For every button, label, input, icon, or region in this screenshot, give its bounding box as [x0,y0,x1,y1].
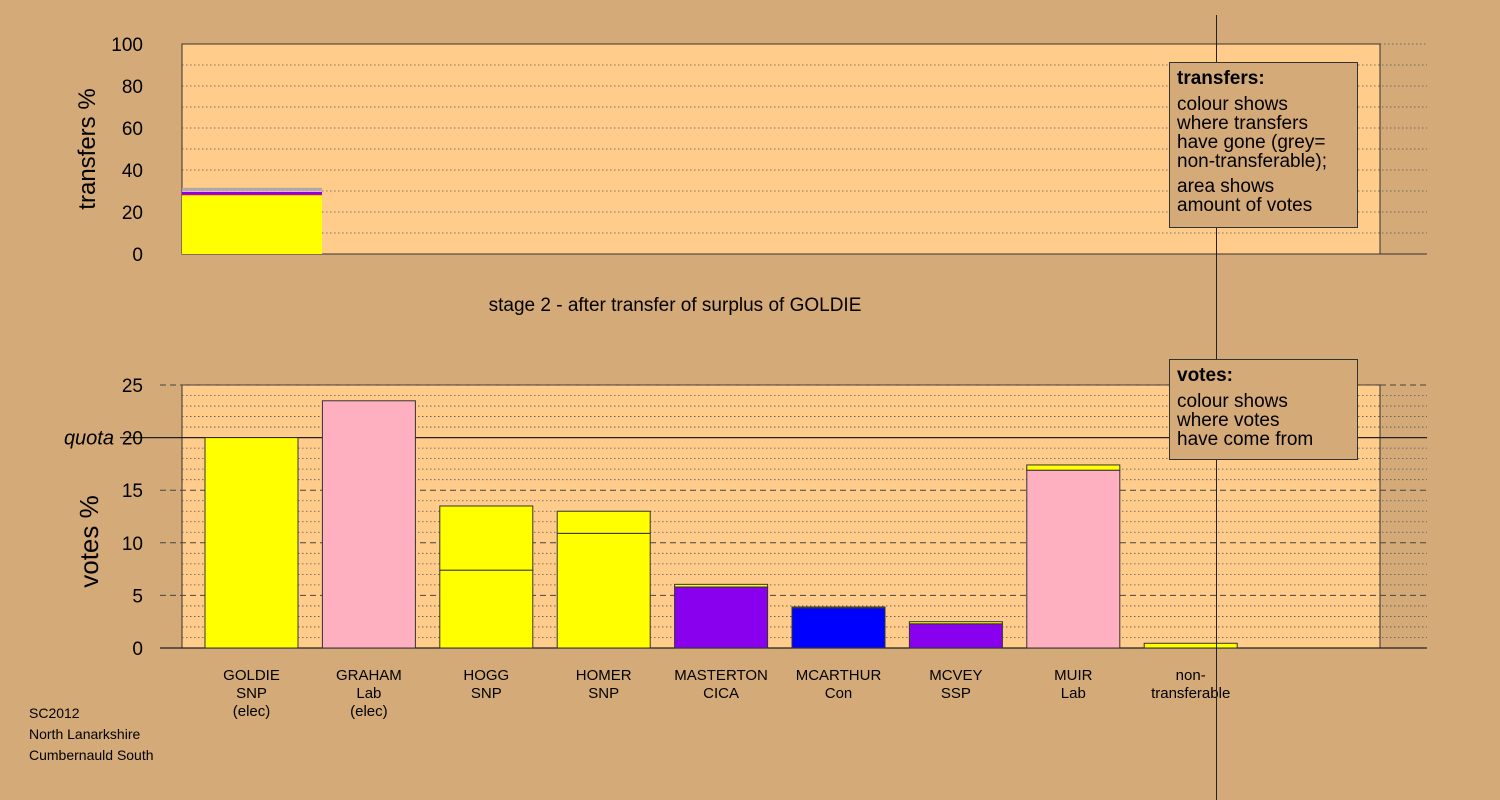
transfers-legend-title: transfers: [1177,68,1265,89]
candidate-party-label: SNP [236,685,267,702]
votes-bar-segment [674,586,769,649]
candidate-party-label: CICA [703,685,739,702]
votes-bar-segment [791,607,886,649]
candidate-party-label: SSP [941,685,971,702]
votes-bar-segment [1026,464,1121,471]
transfers-bar-segment [182,190,322,192]
transfers-y-tick-label: 0 [132,245,143,266]
votes-y-tick-label: 5 [132,586,143,607]
candidate-name-label: MASTERTON [674,667,768,684]
votes-bar-segment [556,510,651,534]
transfers-y-tick-label: 60 [122,119,143,140]
footer: SC2012 North Lanarkshire Cumbernauld Sou… [29,703,154,766]
transfers-legend-text-2: area shows amount of votes [1177,176,1313,216]
candidate-status-label: (elec) [350,703,388,720]
transfers-y-tick-label: 40 [122,161,143,182]
candidate-name-label: MCARTHUR [796,667,882,684]
footer-line-election: SC2012 [29,705,80,721]
candidate-status-label: (elec) [233,703,271,720]
footer-line-council: North Lanarkshire [29,726,141,742]
transfers-bar-segment [182,195,322,254]
votes-bar-segment [1026,469,1121,649]
transfers-bar-segment [182,194,322,196]
candidate-name-label: non- [1176,667,1206,684]
votes-bar-segment [1143,642,1238,649]
votes-bar-segment [439,505,534,571]
votes-legend-text: colour shows where votes have come from [1177,391,1314,450]
votes-bar-segment [556,532,651,649]
stage-title: stage 2 - after transfer of surplus of G… [489,295,862,316]
transfers-legend: transfers: colour shows where transfers … [1169,62,1358,228]
candidate-name-label: MUIR [1054,667,1092,684]
candidate-name-label: HOMER [576,667,632,684]
candidate-name-label: GRAHAM [336,667,402,684]
candidate-party-label: Lab [356,685,381,702]
candidate-party-label: Lab [1061,685,1086,702]
candidate-party-label: Con [825,685,853,702]
votes-bar-segment [908,621,1003,625]
votes-y-tick-label: 15 [122,481,143,502]
votes-bar-segment [439,569,534,649]
votes-bar-segment [204,437,299,649]
votes-y-tick-label: 20 [122,429,143,450]
votes-legend-title: votes: [1177,365,1233,386]
candidate-name-label: MCVEY [929,667,982,684]
candidate-party-label: SNP [471,685,502,702]
votes-y-tick-label: 10 [122,534,143,555]
votes-legend: votes: colour shows where votes have com… [1169,359,1358,460]
votes-bar-segment [321,400,416,649]
candidate-party-label: transferable [1151,685,1230,702]
votes-bar-segment [791,606,886,609]
votes-y-axis-label: votes % [74,495,104,588]
candidate-party-label: SNP [588,685,619,702]
transfers-legend-text: colour shows where transfers have gone (… [1177,94,1327,172]
candidate-name-label: GOLDIE [223,667,280,684]
votes-y-tick-label: 25 [122,376,143,397]
transfers-y-tick-label: 80 [122,77,143,98]
transfers-bar-segment [182,187,322,191]
transfers-bar-segment [182,191,322,195]
transfers-y-tick-label: 20 [122,203,143,224]
transfers-y-tick-label: 100 [111,35,143,56]
votes-y-tick-label: 0 [132,639,143,660]
votes-bar-segment [674,583,769,588]
candidate-name-label: HOGG [463,667,509,684]
votes-bar-segment [908,623,1003,649]
footer-line-ward: Cumbernauld South [29,747,154,763]
quota-label: quota [64,428,114,450]
transfers-y-axis-label: transfers % [74,88,101,209]
